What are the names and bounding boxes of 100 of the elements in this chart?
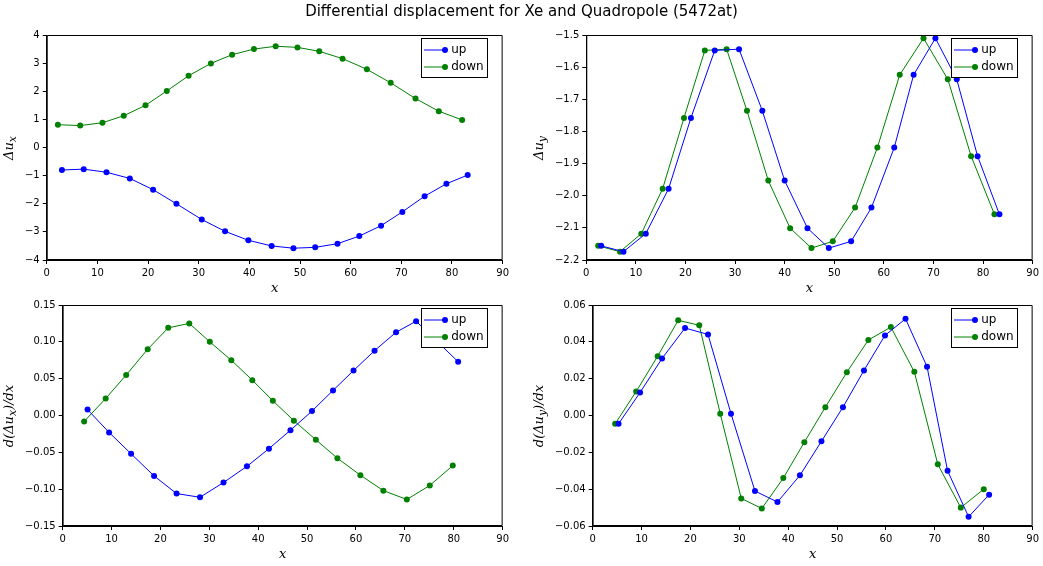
point	[198, 216, 205, 223]
point	[80, 166, 87, 173]
point	[682, 325, 689, 332]
y-tick-label: 0.02	[563, 372, 586, 384]
point	[758, 505, 765, 512]
x-tick-label: 20	[141, 266, 155, 278]
y-tick-label: −1.8	[554, 125, 580, 137]
point	[848, 238, 855, 245]
point	[312, 436, 319, 443]
point	[371, 347, 378, 354]
point	[751, 488, 758, 495]
point	[449, 462, 456, 469]
y-tick-label: −4	[24, 253, 40, 265]
point	[197, 494, 204, 501]
point	[290, 245, 297, 252]
point	[980, 486, 987, 493]
point	[874, 144, 881, 151]
point	[103, 169, 110, 176]
x-tick-label: 40	[781, 532, 795, 544]
x-tick-label: 0	[59, 532, 66, 544]
point	[186, 320, 193, 327]
x-tick-label: 10	[629, 266, 643, 278]
point	[308, 408, 315, 415]
legend-label: down	[981, 58, 1014, 75]
x-tick-label: 80	[445, 266, 459, 278]
legend-label: up	[451, 311, 467, 328]
point	[868, 204, 875, 211]
x-tick-label: 60	[877, 266, 891, 278]
x-tick-label: 60	[344, 266, 358, 278]
point	[911, 368, 918, 375]
legend-label: up	[981, 311, 997, 328]
legend-label: up	[981, 41, 997, 58]
point	[687, 114, 694, 121]
point	[642, 230, 649, 237]
y-tick-label: −0.02	[554, 445, 586, 457]
x-tick-label: 70	[394, 266, 408, 278]
x-tick-label: 80	[447, 532, 461, 544]
point	[228, 357, 235, 364]
y-tick-label: −1.6	[554, 60, 580, 72]
point	[165, 324, 172, 331]
point	[701, 47, 708, 54]
point	[965, 513, 972, 520]
point	[934, 461, 941, 468]
point	[290, 417, 297, 424]
point	[852, 204, 859, 211]
y-tick-label: 4	[33, 28, 40, 40]
point	[185, 72, 192, 79]
point	[150, 186, 157, 193]
point	[250, 46, 257, 53]
y-tick-label: −1	[24, 169, 40, 181]
point	[151, 472, 158, 479]
point	[339, 55, 346, 62]
x-tick-label: 80	[976, 266, 990, 278]
point	[839, 404, 846, 411]
y-tick-label: −0.06	[554, 519, 586, 531]
legend-label: up	[451, 41, 467, 58]
point	[974, 153, 981, 160]
point	[207, 60, 214, 67]
point	[822, 404, 829, 411]
point	[81, 418, 88, 425]
point	[312, 244, 319, 251]
x-axis-title: x	[808, 546, 817, 561]
point	[126, 175, 133, 182]
point	[245, 237, 252, 244]
chart-title: Differential displacement for Xe and Quadropole (5472at)	[304, 2, 739, 20]
x-tick-label: 20	[684, 532, 697, 544]
point	[102, 395, 109, 402]
point	[459, 116, 466, 123]
x-tick-label: 50	[293, 266, 307, 278]
y-tick-label: 0.04	[563, 335, 586, 347]
point	[796, 472, 803, 479]
point	[932, 35, 939, 42]
y-tick-label: −2.0	[554, 189, 580, 201]
point	[206, 338, 213, 345]
point	[173, 200, 180, 207]
point	[780, 475, 787, 482]
point	[654, 353, 661, 360]
point	[944, 467, 951, 474]
x-tick-label: 20	[154, 532, 167, 544]
point	[843, 369, 850, 376]
point	[356, 233, 363, 240]
x-tick-label: 30	[192, 266, 206, 278]
point	[413, 318, 420, 325]
y-tick-label: −1.5	[554, 28, 580, 40]
point	[801, 439, 808, 446]
point	[144, 346, 151, 353]
x-tick-label: 10	[635, 532, 648, 544]
point	[243, 463, 250, 470]
x-tick-label: 30	[202, 532, 216, 544]
x-tick-label: 40	[778, 266, 792, 278]
x-tick-label: 10	[91, 266, 104, 278]
x-tick-label: 90	[1026, 266, 1039, 278]
point	[717, 410, 724, 417]
y-tick-label: 0	[33, 141, 40, 153]
point	[173, 490, 180, 497]
point	[378, 222, 385, 229]
point	[272, 43, 279, 50]
point	[426, 482, 433, 489]
x-tick-label: 40	[242, 266, 256, 278]
point	[334, 455, 341, 462]
